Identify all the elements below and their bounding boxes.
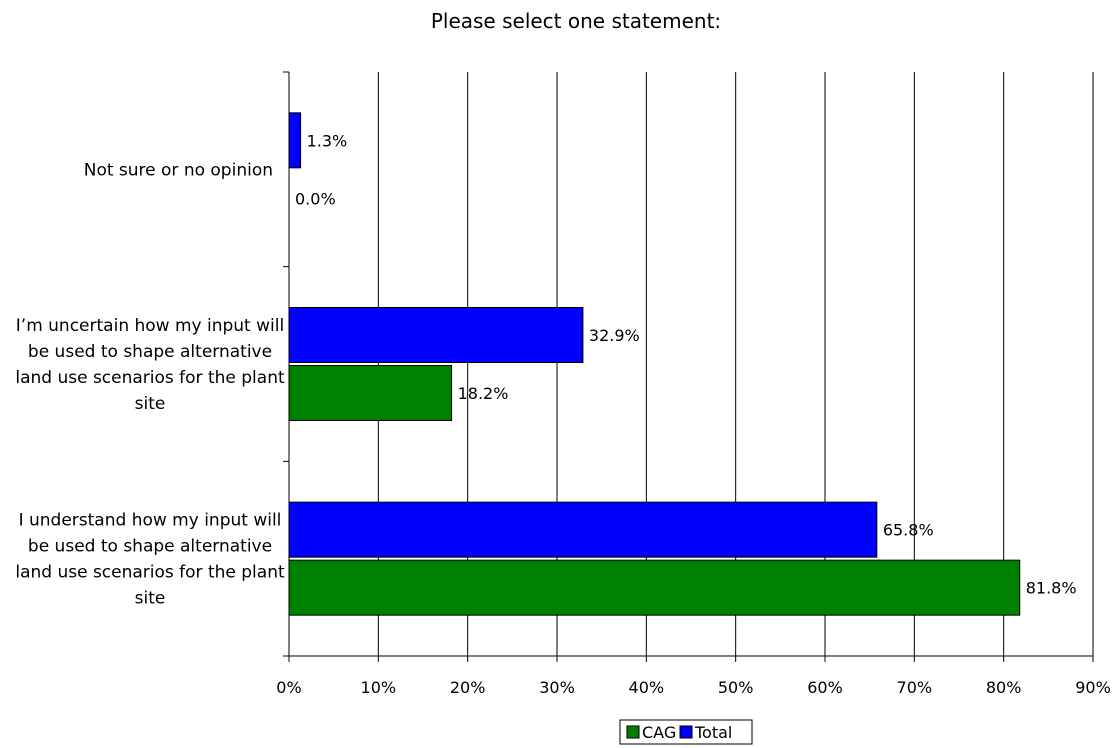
value-labels: 1.3% 0.0% 32.9% 18.2% 65.8% 81.8% <box>295 131 1077 597</box>
legend-label: Total <box>694 723 732 742</box>
data-label: 32.9% <box>589 326 640 345</box>
x-tick-label: 40% <box>629 678 665 697</box>
bar-total <box>288 307 584 363</box>
legend-swatch-total <box>679 725 693 739</box>
category-label: I understand how my input will be used to… <box>15 511 285 609</box>
x-tick-label: 50% <box>718 678 754 697</box>
bar-cag <box>288 559 1021 616</box>
category-label: I’m uncertain how my input will be used t… <box>15 316 285 414</box>
gridlines <box>288 72 1094 656</box>
legend-label: CAG <box>642 723 676 742</box>
x-tick-label: 10% <box>361 678 397 697</box>
legend: CAG Total <box>619 719 753 745</box>
x-tick-labels: 0% 10% 20% 30% 40% 50% 60% 70% 80% 90% <box>276 678 1110 697</box>
x-tick-label: 70% <box>897 678 933 697</box>
data-label: 18.2% <box>458 384 509 403</box>
chart-title: Please select one statement: <box>431 9 721 33</box>
category-labels: Not sure or no opinion I’m uncertain how … <box>15 160 285 608</box>
x-tick-label: 0% <box>276 678 301 697</box>
x-tick-label: 30% <box>539 678 575 697</box>
bar-total <box>288 112 302 169</box>
legend-swatch-cag <box>626 725 640 739</box>
data-label: 65.8% <box>883 521 934 540</box>
x-tick-label: 20% <box>450 678 486 697</box>
data-label: 0.0% <box>295 189 336 208</box>
x-tick-label: 80% <box>986 678 1022 697</box>
bars <box>288 112 1021 616</box>
x-tick-label: 90% <box>1075 678 1111 697</box>
bar-cag <box>288 365 453 421</box>
category-label: Not sure or no opinion <box>84 160 273 180</box>
data-label: 1.3% <box>307 131 348 150</box>
bar-total <box>288 501 878 558</box>
x-tick-label: 60% <box>807 678 843 697</box>
axes <box>283 71 1094 662</box>
data-label: 81.8% <box>1026 579 1077 598</box>
